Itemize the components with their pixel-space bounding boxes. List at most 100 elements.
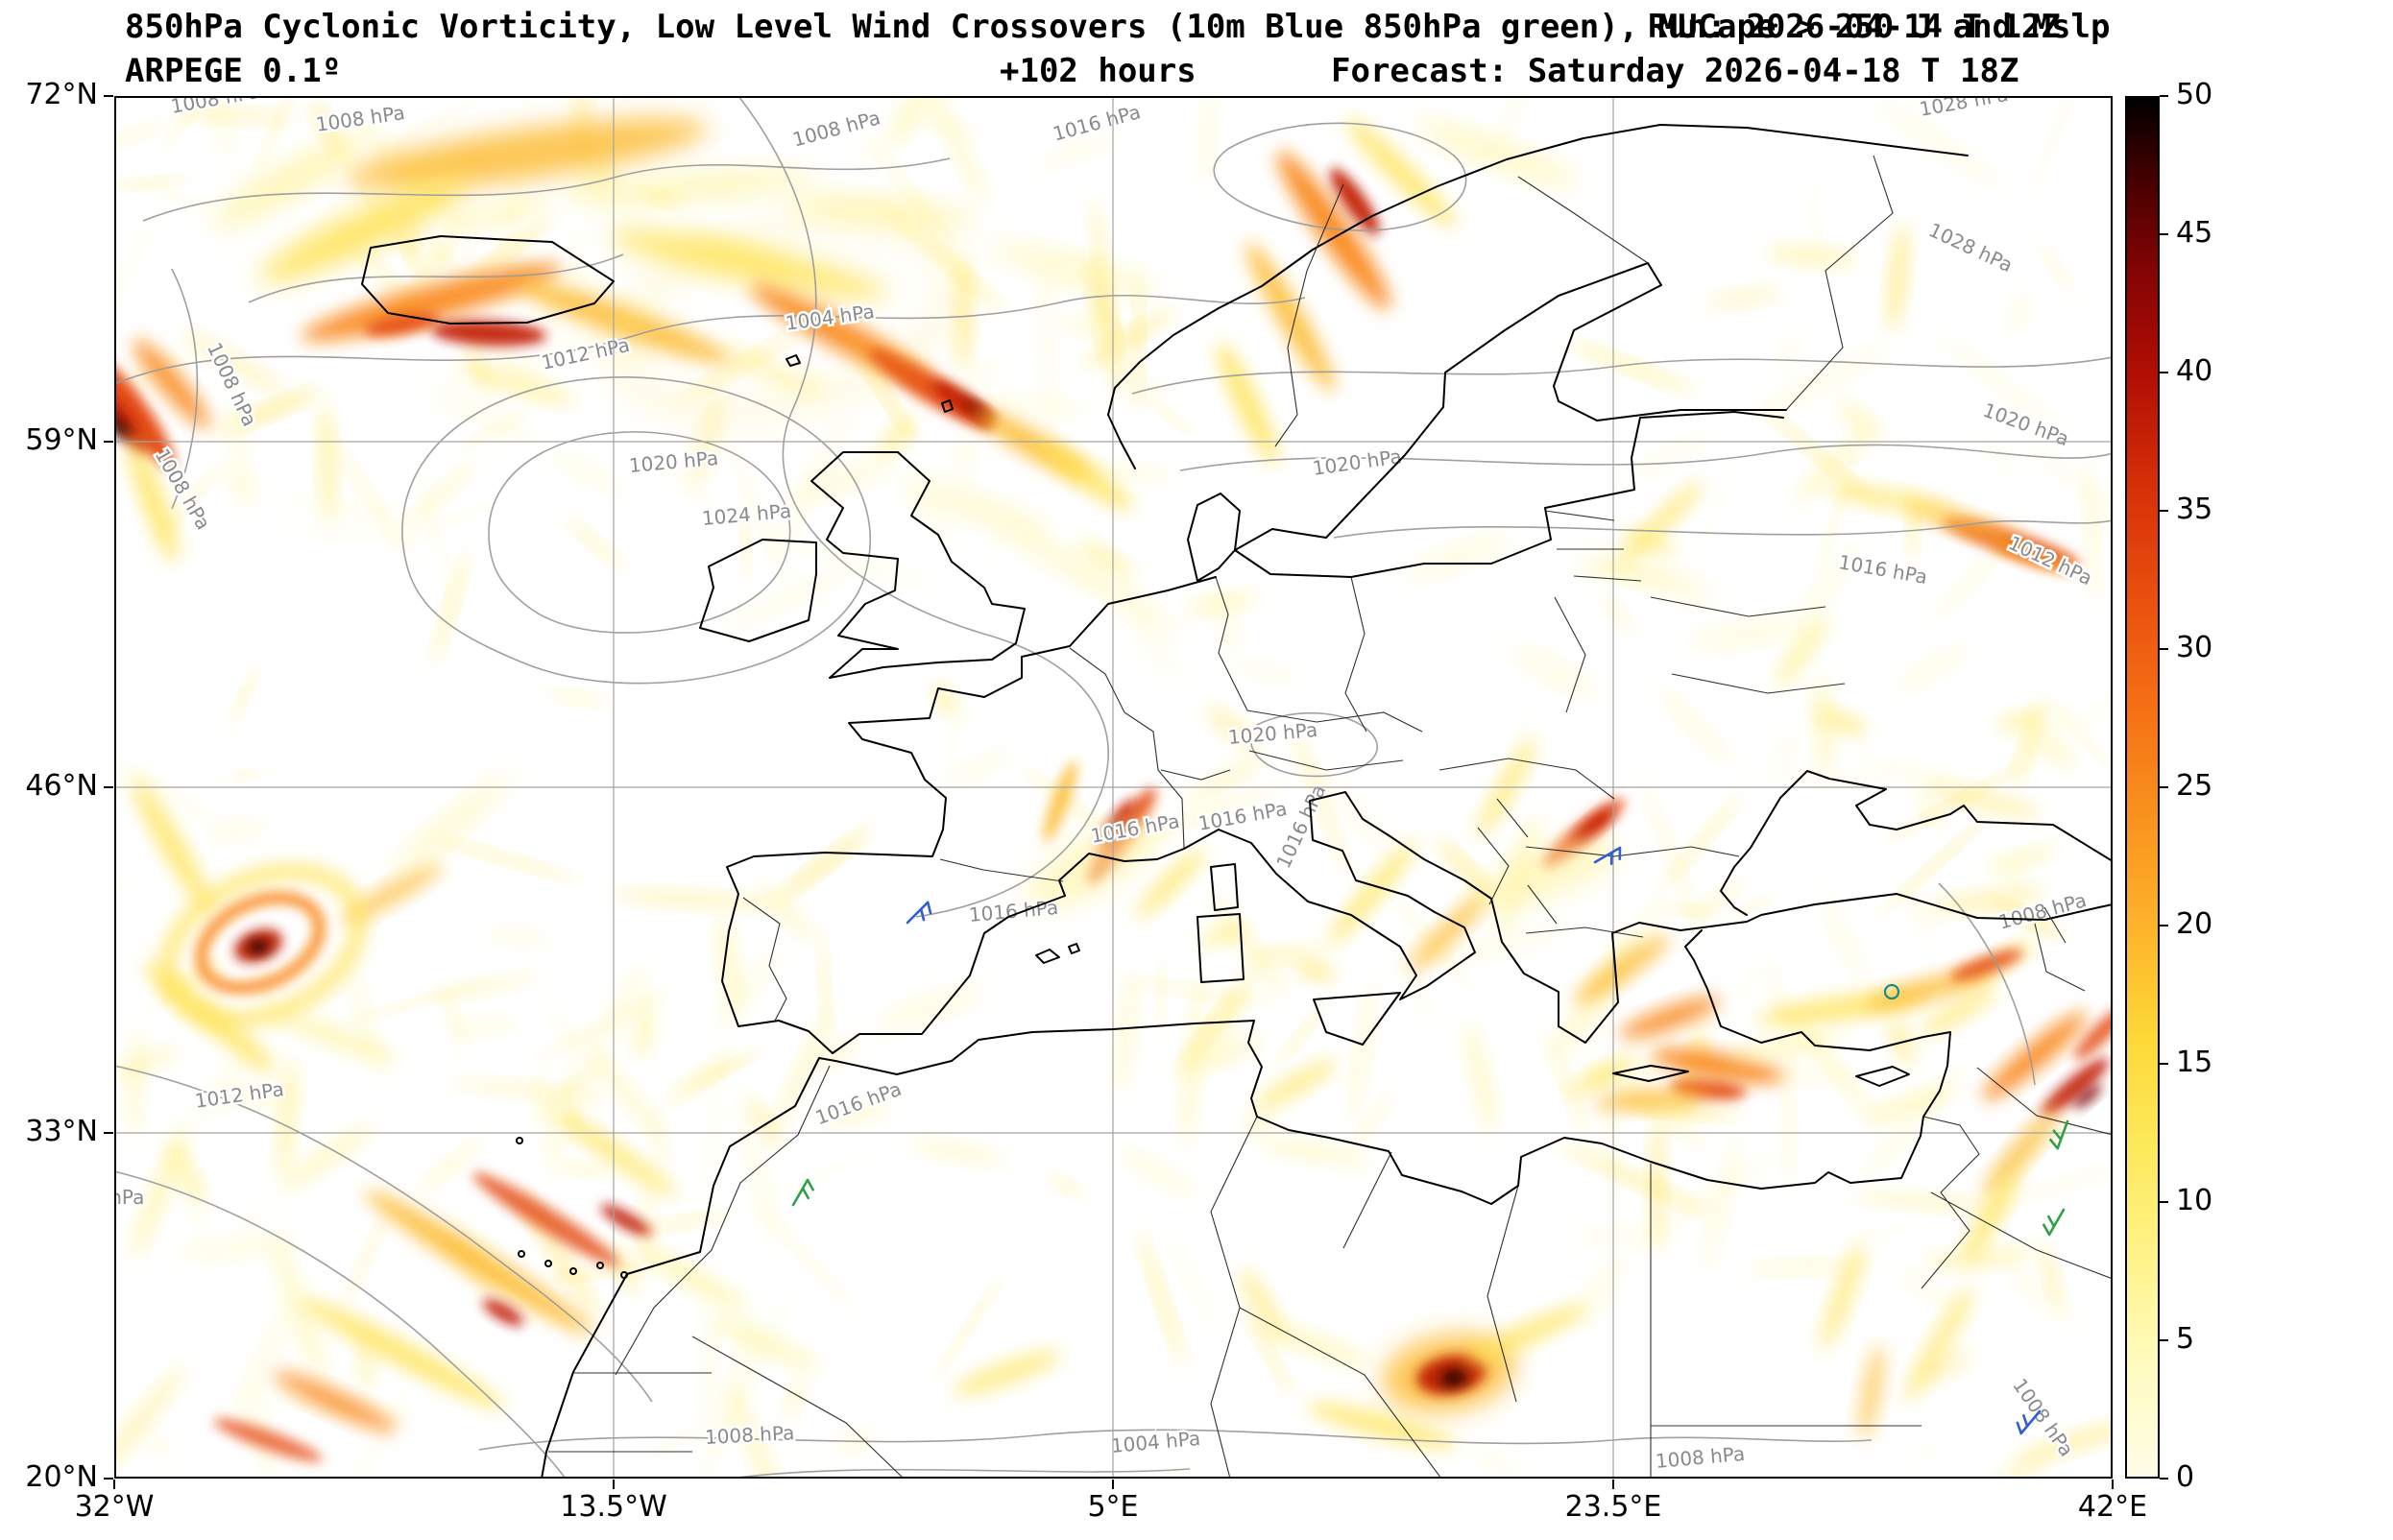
vorticity-streak bbox=[548, 690, 609, 705]
vorticity-streak bbox=[486, 196, 531, 327]
vorticity-streak bbox=[608, 1242, 640, 1294]
lon-tick-label: 32°W bbox=[74, 1490, 155, 1524]
vorticity-cell bbox=[132, 778, 212, 912]
vorticity-cell bbox=[1574, 935, 1670, 1004]
vorticity-streak bbox=[2028, 686, 2113, 766]
vorticity-cell bbox=[1440, 1368, 1467, 1387]
vorticity-streak bbox=[1776, 615, 1828, 687]
colorbar-tick-label: 30 bbox=[2176, 631, 2213, 664]
vorticity-streak bbox=[449, 1019, 516, 1035]
colorbar-tick-mark bbox=[2160, 372, 2168, 373]
vorticity-cell bbox=[1328, 840, 1416, 946]
vorticity-streak bbox=[1115, 973, 1138, 1095]
vorticity-streak bbox=[595, 965, 648, 1052]
vorticity-streak bbox=[1896, 644, 1969, 692]
vorticity-cell bbox=[274, 1371, 397, 1432]
vorticity-streak bbox=[856, 96, 952, 165]
vorticity-streak bbox=[1772, 992, 1878, 1121]
vorticity-streak bbox=[226, 770, 266, 781]
colorbar-tick-mark bbox=[2160, 925, 2168, 926]
vorticity-streak bbox=[1613, 480, 1704, 570]
coastline-sardinia bbox=[1196, 913, 1245, 983]
isobar-label: 1008 hPa bbox=[790, 106, 882, 151]
vorticity-streak bbox=[114, 177, 191, 189]
vorticity-streak bbox=[1206, 706, 1257, 749]
vorticity-streak bbox=[1037, 260, 1057, 426]
vorticity-cell bbox=[716, 917, 741, 1013]
vorticity-streak bbox=[1132, 782, 1291, 844]
vorticity-cell bbox=[1728, 1033, 1843, 1060]
vorticity-cell bbox=[1864, 1085, 1956, 1123]
vorticity-streak bbox=[737, 1099, 779, 1250]
colorbar-tick-label: 25 bbox=[2176, 769, 2213, 803]
colorbar-tick-mark bbox=[2160, 648, 2168, 650]
vorticity-streak bbox=[1544, 1027, 1588, 1138]
vorticity-cell bbox=[566, 170, 815, 205]
vorticity-streak bbox=[1295, 963, 1336, 980]
vorticity-cell bbox=[991, 243, 1158, 295]
vorticity-streak bbox=[1615, 1055, 1672, 1087]
vorticity-streak bbox=[1138, 1231, 1185, 1365]
vorticity-streak bbox=[1622, 528, 1678, 556]
isobar-line bbox=[1938, 882, 2036, 1086]
vorticity-streak bbox=[1571, 1226, 1686, 1246]
vorticity-cell bbox=[365, 1190, 593, 1335]
coastline-crete bbox=[1612, 1065, 1689, 1082]
vorticity-streak bbox=[988, 519, 1006, 567]
isobar-line bbox=[737, 96, 1109, 918]
vorticity-cell bbox=[342, 862, 444, 924]
vorticity-streak bbox=[728, 1386, 789, 1479]
coastline-europe-main bbox=[721, 576, 2113, 1054]
vorticity-streak bbox=[1882, 818, 1986, 913]
isobar-line bbox=[114, 1065, 653, 1403]
vorticity-swirl-ring bbox=[160, 864, 366, 1027]
isobar-line bbox=[1333, 519, 2113, 539]
colorbar-tick-label: 0 bbox=[2176, 1460, 2195, 1494]
vorticity-streak bbox=[1575, 1255, 1625, 1330]
map-canvas: 1008 hPa 1008 hPa 1008 hPa 1016 hPa 1028 hPa… bbox=[114, 96, 2113, 1479]
vorticity-streak bbox=[1081, 540, 1135, 576]
isobar-line bbox=[728, 1468, 1191, 1479]
vorticity-cell bbox=[114, 356, 175, 469]
vorticity-streak bbox=[535, 1067, 563, 1180]
coastline-layer bbox=[361, 124, 2113, 1479]
vorticity-streak bbox=[129, 1028, 144, 1137]
vorticity-streak bbox=[1852, 1192, 2004, 1212]
colorbar-tick-label: 50 bbox=[2176, 78, 2213, 111]
isobar-label: 1016 hPa bbox=[1837, 550, 1929, 589]
run-timestamp: Run: 2026-04-14 T 12Z bbox=[1648, 8, 2061, 46]
vorticity-streak bbox=[634, 1213, 730, 1233]
vorticity-streak bbox=[819, 930, 830, 1039]
vorticity-streak bbox=[239, 1203, 260, 1246]
vorticity-cell bbox=[1245, 241, 1336, 393]
vorticity-streak bbox=[834, 1432, 873, 1452]
vorticity-cell bbox=[1574, 809, 1612, 842]
vorticity-cell bbox=[1257, 1139, 1372, 1166]
vorticity-streak bbox=[1437, 839, 1493, 897]
vorticity-streak bbox=[558, 265, 689, 328]
vorticity-streak bbox=[427, 380, 517, 415]
vorticity-streak bbox=[425, 974, 539, 999]
vorticity-cell bbox=[759, 884, 814, 940]
vorticity-streak bbox=[1665, 905, 1717, 916]
vorticity-cell bbox=[1964, 1168, 2019, 1261]
vorticity-streak bbox=[1790, 544, 1859, 635]
wind-barbs-layer bbox=[791, 846, 2069, 1435]
vorticity-streak bbox=[133, 1429, 179, 1458]
vorticity-streak bbox=[1745, 1260, 1866, 1274]
vorticity-streak bbox=[1200, 967, 1256, 1064]
country-borders-layer bbox=[548, 155, 2113, 1479]
isobar-label: 1012 hPa bbox=[2005, 531, 2096, 590]
coastline-shetland bbox=[941, 399, 954, 413]
vorticity-streak bbox=[1644, 1153, 1777, 1237]
vorticity-streak bbox=[426, 835, 579, 881]
vorticity-streak bbox=[1659, 689, 1733, 763]
vorticity-streak bbox=[357, 1335, 375, 1390]
vorticity-streak bbox=[651, 1426, 700, 1456]
isobar-label: 1024 hPa bbox=[701, 499, 792, 530]
vorticity-streak bbox=[955, 257, 971, 372]
graticule-layer bbox=[114, 96, 2113, 1479]
vorticity-streak bbox=[649, 1109, 668, 1175]
vorticity-streak bbox=[1776, 1068, 1855, 1083]
vorticity-cell bbox=[1036, 441, 1132, 510]
